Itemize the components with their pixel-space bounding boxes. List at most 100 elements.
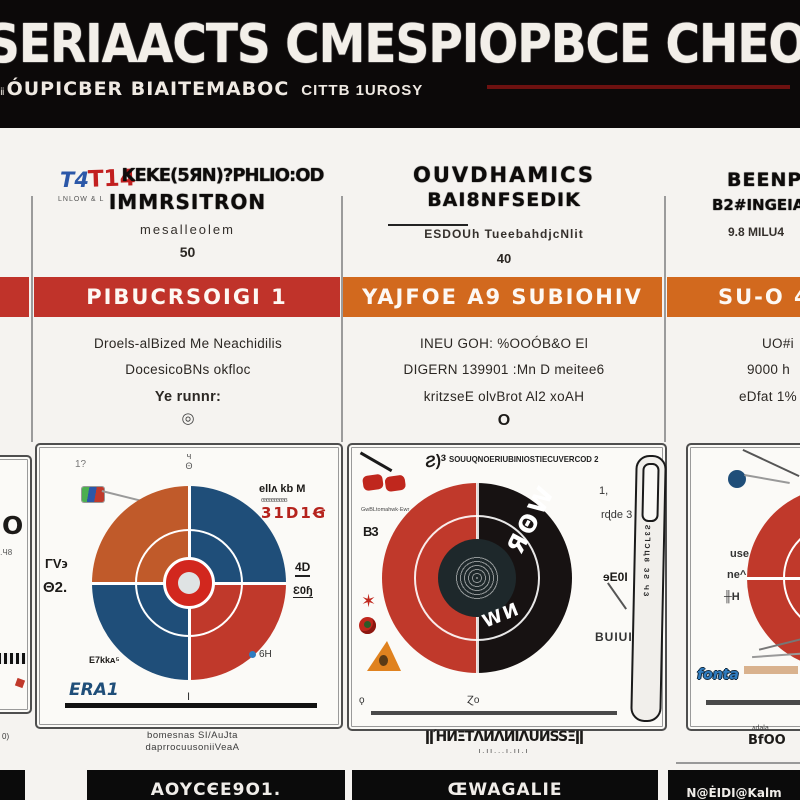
col2-squiggle-glyph: Ƨ)ᵌ: [423, 451, 448, 472]
col1-label-right-top2: ɞɞɞɞɞɞɞɞɞɞ: [261, 497, 287, 504]
col2-panel-top-text: SOUUQNOERIUBINIOSTIECUVERCOD 2: [449, 454, 599, 464]
col2-diagonal-tick: [607, 582, 627, 610]
col1-label-right1: 4D: [295, 560, 311, 578]
col1-body-line2: DocesicoBNs okfloc: [125, 362, 251, 377]
farleft-small-text: г..Ч8: [0, 548, 13, 557]
col1-banner-label: PIBUCRSOIGI 1: [86, 285, 288, 309]
col2-tomato-leaf: [364, 621, 371, 628]
col1-body-line3: Ye runnr:: [154, 389, 222, 405]
col2-red-glasses-icon: [359, 451, 412, 498]
col2-icon-caption: GwBLtomahwk·Ewr: [361, 507, 410, 513]
poster-subtitle-main: ÓUPICBER BIAITEMABOC: [6, 78, 290, 100]
col1-body-line1: Droels-alBized Me Neachidilis: [93, 336, 283, 351]
farleft-panel-fragment: O г..Ч8: [0, 455, 32, 714]
col3-body-line3: eDfat 1%: [739, 389, 797, 404]
col3-title-line1: BEENPAII: [727, 169, 800, 191]
col2-glasses-right-lens: [384, 474, 407, 493]
col2-label-bottom: Ɀo: [467, 695, 480, 706]
col2-triangle-spot: [379, 655, 388, 666]
col2-title-line1: OUVDHAMICS: [412, 163, 596, 187]
col2-label-bottom-left: ϙ: [359, 695, 365, 706]
col2-label-right1: 1,: [599, 485, 609, 497]
col1-pie-bullseye-core: [178, 572, 200, 594]
col3-blue-sticker-word: fonta: [697, 667, 739, 683]
col1-label-bottom-left: E7kkᴀ⁵: [89, 655, 120, 665]
col3-banner: SU-O 4EU&: [667, 277, 800, 317]
col2-label-right2: rɖde 3: [601, 509, 633, 521]
col2-pie-white-text-top: ЯΘW: [501, 479, 561, 559]
col1-label-bottom-right: 6H: [259, 649, 272, 660]
col2-red-star-icon: ✶: [361, 591, 377, 611]
col3-subtitle: 9.8 MILU4: [728, 225, 785, 239]
col2-pie-inner-ring: [414, 515, 540, 641]
farleft-caption: 0): [2, 732, 10, 741]
divider-mid1: [341, 196, 343, 442]
col2-b3-glyph: B3: [363, 524, 379, 539]
col2-label-right3: ɘE0I: [603, 570, 628, 584]
col2-half-pie: ЯΘW WИ: [382, 479, 572, 673]
col1-chart-corner-label: 1?: [75, 459, 87, 470]
farleft-big-o: O: [2, 511, 24, 540]
col3-panel-underline: [706, 700, 800, 705]
col2-chart-panel: Ƨ)ᵌ SOUUQNOERIUBINIOSTIECUVERCOD 2 GwBLt…: [347, 443, 667, 731]
col3-pie-crosshair-h: [747, 576, 800, 580]
col1-pie-bullseye: [163, 557, 215, 609]
col3-caption-line1: ʌdala: [752, 725, 769, 732]
col1-footer-bar: AOYСЄE9O1.: [87, 770, 345, 800]
poster-subtitle-row: ⅱ ÓUPICBER BIAITEMABOC CITTB 1UROSY: [0, 78, 423, 100]
col3-footer-topline: [676, 762, 800, 764]
header-banner: SERIAACTS CMESPIOPBCE CHEOTIRII ⅱ ÓUPICB…: [0, 0, 800, 128]
divider-mid2: [664, 196, 666, 442]
col1-footer-label: AOYСЄE9O1.: [150, 780, 282, 800]
col1-label-left1: ΓV϶: [45, 556, 68, 571]
col2-body-line1: INEU GOH: %OOÓB&O El: [419, 336, 589, 351]
col1-chart-top-label: ч Θ: [185, 451, 193, 472]
farleft-striped-bar: [0, 653, 26, 664]
col2-banner-label: YAJFOE A9 SUBIOHIV: [362, 285, 643, 309]
col1-flag-icon: [82, 487, 104, 502]
col2-pie-core-scribble: [454, 555, 500, 601]
col1-label-right-top3: 31D1Ꞡ: [261, 504, 328, 522]
col2-stat: 40: [496, 251, 512, 266]
col1-panel-underline: [65, 703, 317, 708]
col3-title-line2: B2#INGEIA/IY: [712, 196, 800, 214]
col3-footer-label: N@ĖIDI@Kalm: [686, 786, 782, 800]
col2-pie-core-disc: [438, 539, 516, 617]
col2-title-line2: BAI8NFSEDIK: [427, 189, 581, 211]
col1-badge-blue: T4: [60, 168, 89, 192]
col1-subtitle: mesalleolem: [140, 222, 235, 237]
col3-tan-bar: [744, 666, 798, 674]
col2-subtitle-overline: [388, 224, 468, 226]
col3-label-left1: use: [730, 548, 749, 560]
col2-body-line3: kritzseE olvBrot Al2 xoAH: [423, 389, 585, 404]
col2-thermometer-text: Ƨ3ꞀƆЦȢ ЗƧ ЧЗ: [641, 524, 651, 599]
farleft-red-mark: [14, 677, 26, 689]
col3-blue-dot: [728, 470, 746, 488]
col1-tiny-blue-dot: [249, 651, 256, 658]
col3-footer-bar: N@ĖIDI@Kalm: [668, 770, 800, 800]
col1-label-bottom: I: [187, 691, 191, 703]
col1-pie-inner-ring: [134, 528, 244, 638]
col1-title-line2: IMMRSITRON: [108, 190, 267, 214]
col3-body-line2: 9000 h: [747, 362, 791, 377]
divider-left: [31, 196, 33, 442]
col3-pie-inner-ring: [783, 523, 800, 633]
farleft-footer-bar: [0, 770, 25, 800]
header-accent-line: [487, 85, 790, 89]
col1-label-right2: Ɛ0ɧ: [293, 585, 313, 599]
col2-body-line2: DIGERN 139901 :Mn D meitee6: [403, 362, 605, 377]
col2-thermometer-pill: [641, 462, 660, 523]
col2-footer-label: ŒWAGALIE: [447, 780, 563, 800]
col2-triangle-icon: [367, 641, 401, 671]
col2-label-right4: BUIUI: [595, 630, 633, 644]
col3-caption-line2: BfOO: [748, 733, 786, 748]
col1-banner: PIBUCRSOIGI 1: [34, 277, 340, 317]
col1-stat: 50: [179, 244, 196, 260]
col1-caption-line1: bomesnas SI/AuJta: [147, 730, 238, 741]
col1-quadrant-pie: [92, 486, 286, 680]
col2-tomato-icon: [359, 617, 376, 634]
col3-label-left3: ╫H: [724, 591, 740, 603]
col1-badge-caption: LNLOW & L: [58, 196, 105, 203]
col1-caption-line2: daprrocuusoniiVeaA: [145, 742, 240, 753]
